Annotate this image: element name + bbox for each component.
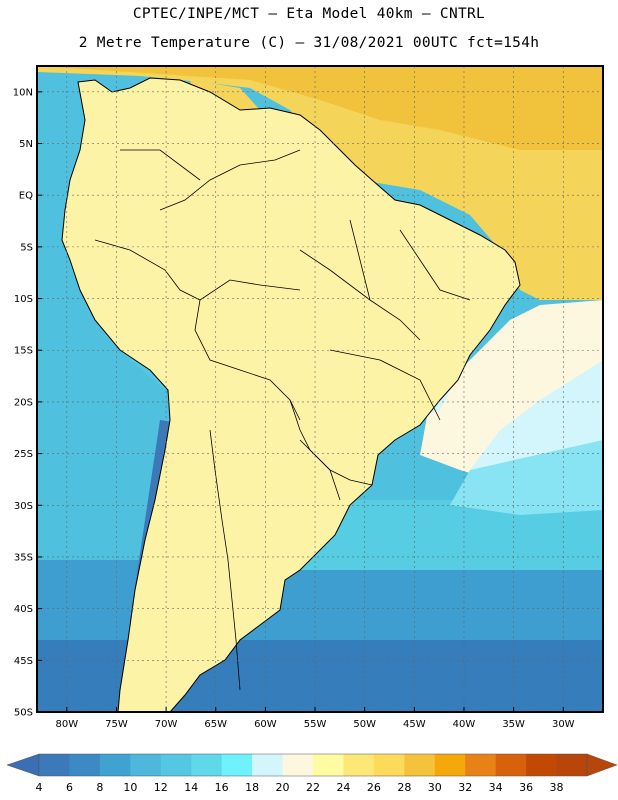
colorbar-label: 36	[519, 781, 533, 794]
colorbar-label: 18	[245, 781, 259, 794]
lon-label: 80W	[55, 719, 78, 730]
colorbar-label: 30	[428, 781, 442, 794]
colorbar-swatch	[434, 754, 466, 776]
colorbar-swatch	[252, 754, 284, 776]
lon-label: 40W	[453, 719, 476, 730]
map-frame	[36, 65, 604, 713]
longitude-labels: 80W 75W 70W 65W 60W 55W 50W 45W 40W 35W 30W	[55, 707, 575, 730]
colorbar-label: 34	[489, 781, 503, 794]
colorbar-swatch	[556, 754, 588, 776]
colorbar-swatch	[526, 754, 558, 776]
subtropical-atlantic-cooler	[450, 440, 603, 515]
colorbar-swatch	[373, 754, 405, 776]
lat-label: 10S	[14, 294, 33, 305]
lat-label: 20S	[14, 397, 33, 408]
colorbar-low-arrow	[6, 753, 40, 777]
lat-label: 15S	[14, 346, 33, 357]
border-brazil-states-2	[349, 219, 371, 301]
lat-label: 10N	[13, 87, 33, 98]
lon-label: 35W	[502, 719, 525, 730]
lat-label: 5S	[20, 242, 33, 253]
colorbar: 4 6 8 10 12 14 16 18 20 22 24 26 28 30 32 34 36 38	[6, 753, 618, 794]
north-atlantic-hot	[37, 66, 603, 150]
colorbar-swatch	[191, 754, 223, 776]
colorbar-label: 26	[367, 781, 381, 794]
colorbar-swatch	[39, 754, 70, 776]
colorbar-swatch	[465, 754, 497, 776]
colorbar-swatch	[160, 754, 192, 776]
border-uruguay	[299, 439, 341, 501]
colorbar-swatch	[69, 754, 101, 776]
border-amazon-north	[159, 149, 301, 211]
border-brazil-states-3	[399, 229, 471, 301]
lat-label: 5N	[19, 139, 33, 150]
colorbar-swatch	[495, 754, 527, 776]
map-title-line2: 2 Metre Temperature (C) – 31/08/2021 00U…	[78, 35, 540, 51]
colorbar-label: 28	[397, 781, 411, 794]
colorbar-label: 6	[66, 781, 73, 794]
lon-label: 30W	[552, 719, 575, 730]
colorbar-label: 14	[184, 781, 198, 794]
colorbar-label: 22	[306, 781, 320, 794]
lat-label: 35S	[14, 552, 33, 563]
lon-label: 65W	[204, 719, 227, 730]
colorbar-label: 4	[36, 781, 43, 794]
border-peru-brazil	[94, 239, 301, 301]
colorbar-swatch	[404, 754, 436, 776]
lat-label: 25S	[14, 449, 33, 460]
lon-label: 50W	[353, 719, 376, 730]
lon-label: 60W	[254, 719, 277, 730]
colorbar-swatch	[282, 754, 314, 776]
colorbar-swatch	[343, 754, 375, 776]
colorbar-high-arrow	[586, 753, 618, 777]
colorbar-swatch	[130, 754, 162, 776]
colorbar-swatch	[313, 754, 344, 776]
lon-label: 45W	[403, 719, 426, 730]
lat-label: 30S	[14, 501, 33, 512]
border-chile-argentina	[209, 429, 241, 691]
colorbar-swatch	[99, 754, 131, 776]
lon-label: 75W	[105, 719, 128, 730]
colorbar-swatch	[221, 754, 253, 776]
colorbar-frame	[38, 753, 588, 777]
colorbar-label: 12	[154, 781, 168, 794]
colorbar-label: 16	[215, 781, 229, 794]
border-brazil-states-4	[329, 349, 441, 421]
border-colombia	[120, 149, 201, 181]
colorbar-label: 20	[276, 781, 290, 794]
lat-label: 45S	[14, 656, 33, 667]
lat-label: 50S	[14, 708, 33, 719]
colorbar-label: 38	[550, 781, 564, 794]
lon-label: 70W	[155, 719, 178, 730]
lat-label: 40S	[14, 604, 33, 615]
colorbar-label: 24	[336, 781, 350, 794]
latitude-labels: 10N 5N EQ 5S 10S 15S 20S 25S 30S 35S 40S 45S 50S	[13, 87, 42, 719]
colorbar-label: 32	[458, 781, 472, 794]
colorbar-label: 8	[96, 781, 103, 794]
lon-label: 55W	[304, 719, 327, 730]
map-title-line1: CPTEC/INPE/MCT – Eta Model 40km – CNTRL	[132, 6, 486, 22]
lat-label: EQ	[19, 191, 33, 202]
colorbar-label: 10	[123, 781, 137, 794]
country-borders	[61, 77, 521, 712]
